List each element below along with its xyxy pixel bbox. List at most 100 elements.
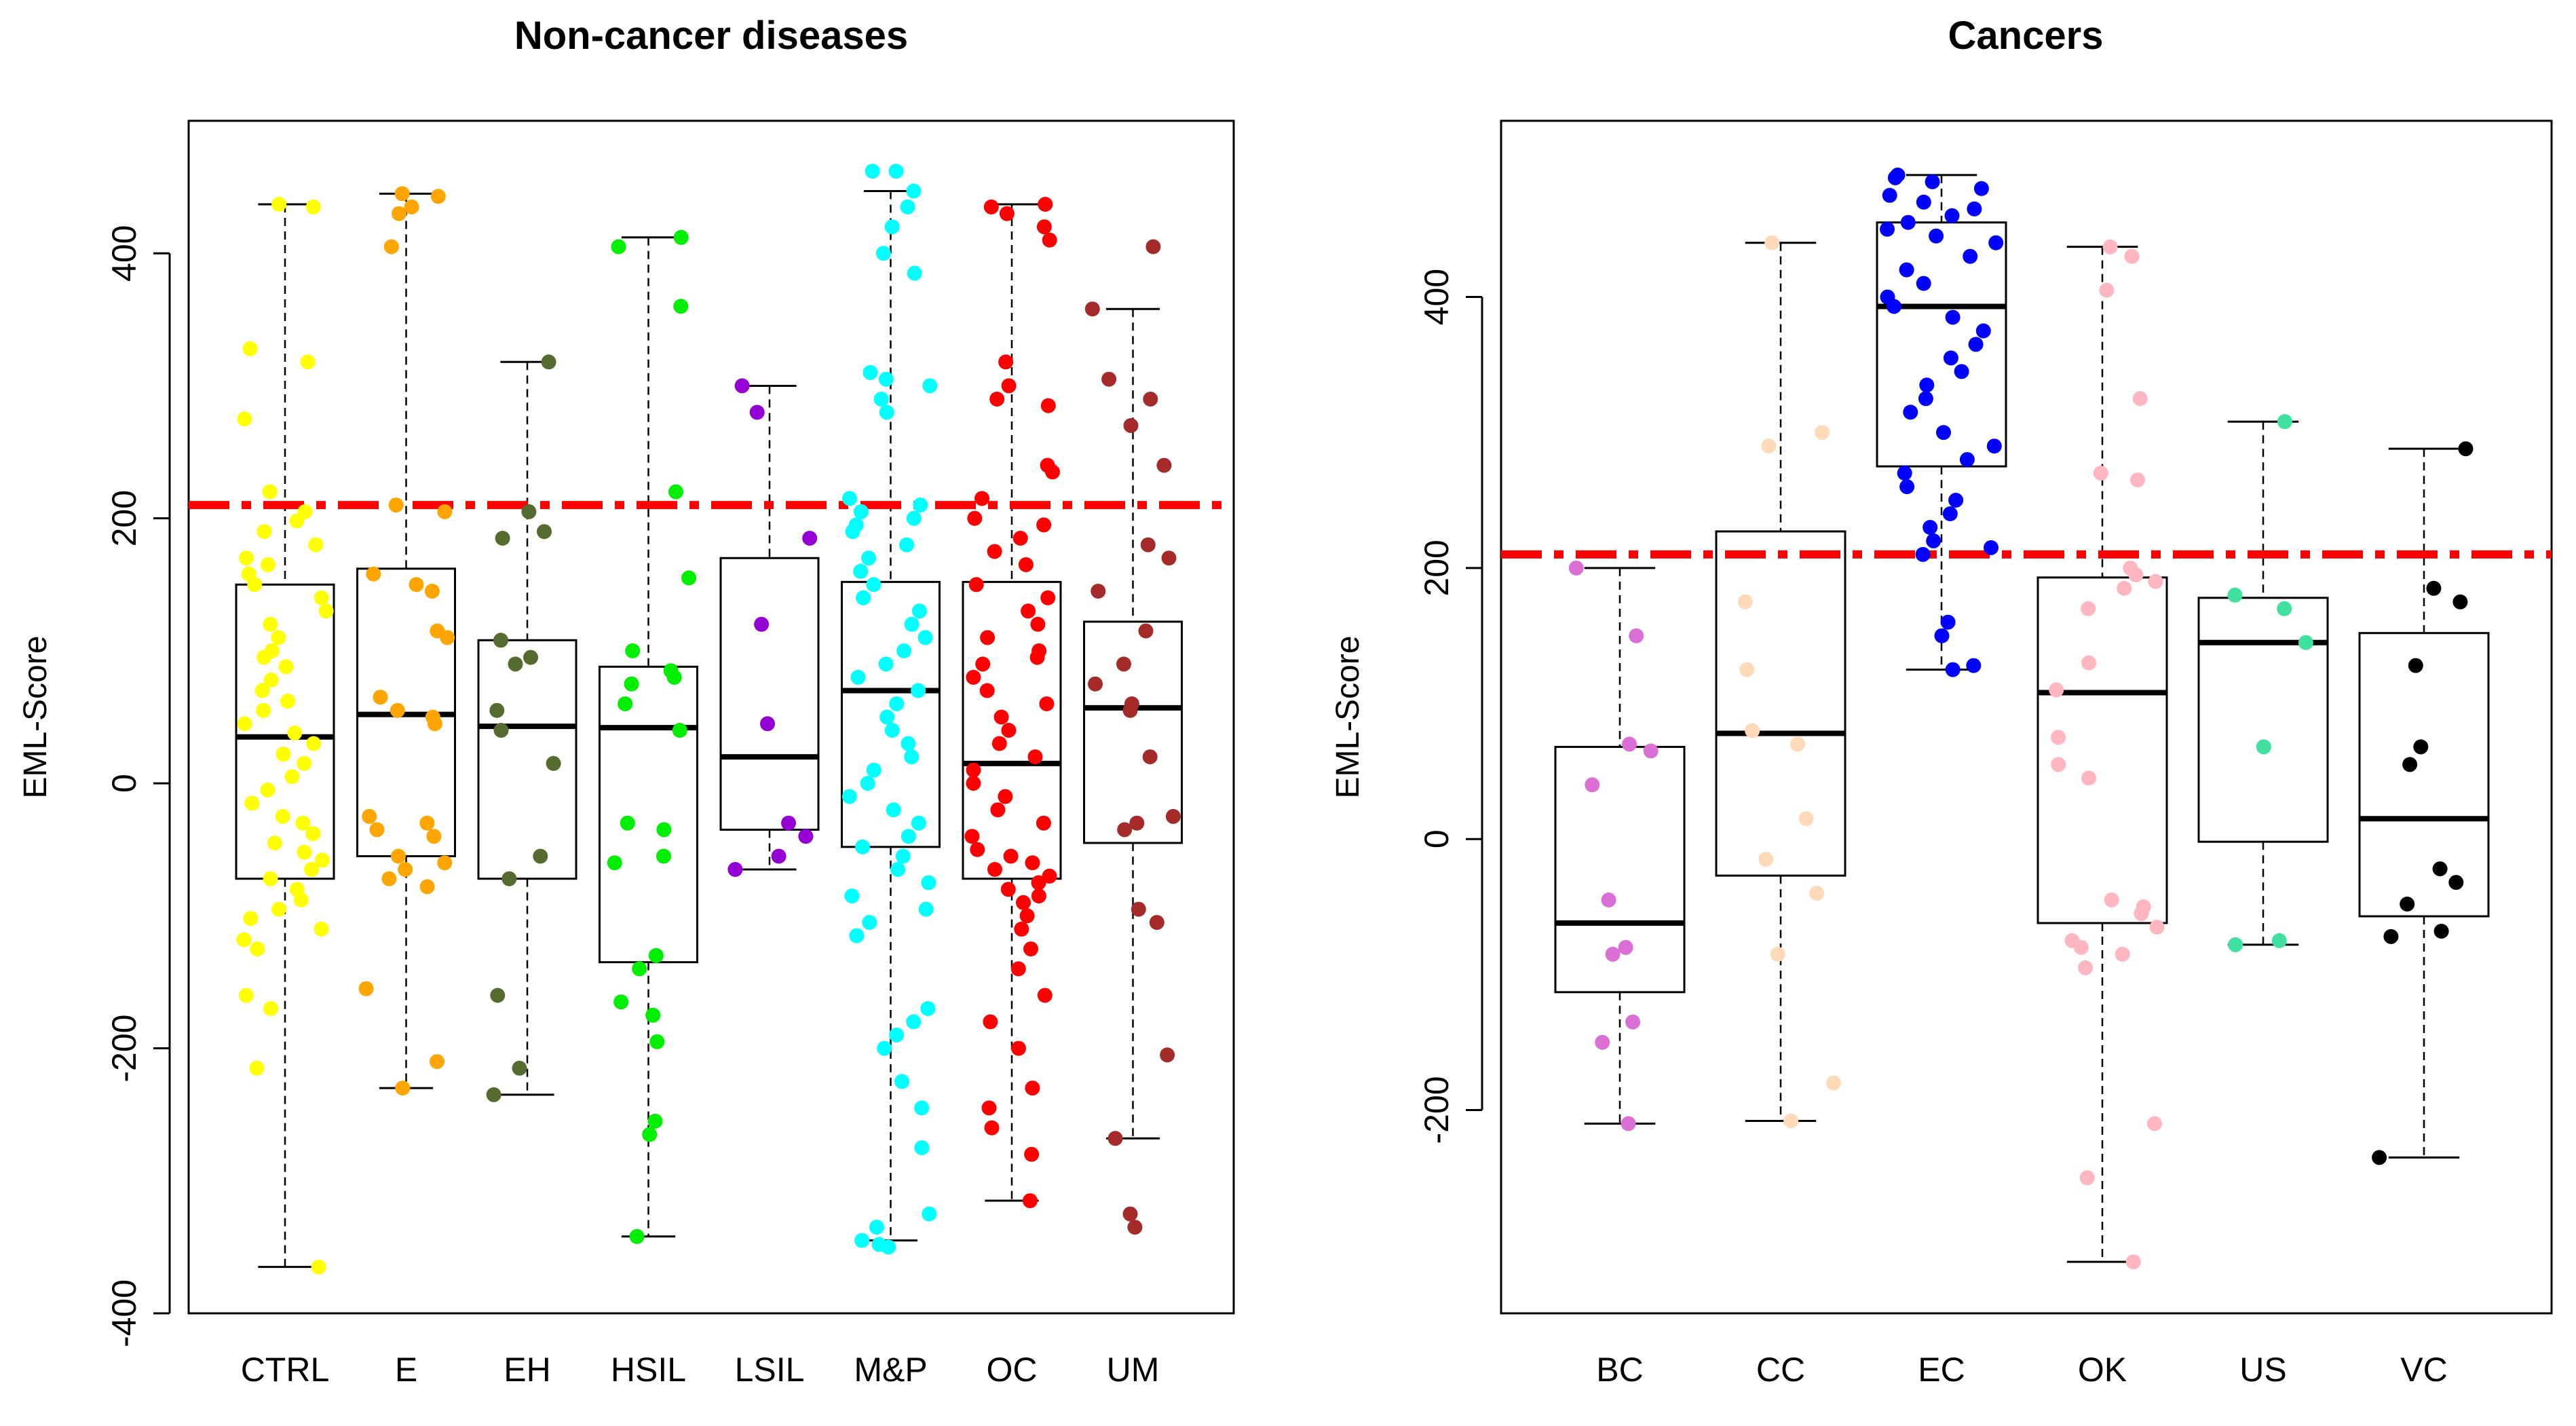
data-point [419,879,435,895]
data-point [854,1233,870,1248]
data-point [2413,739,2429,755]
data-point [1145,239,1161,255]
data-point [2081,601,2096,616]
data-point [297,844,312,860]
box-iqr [2197,597,2329,843]
data-point [260,782,276,798]
data-point [913,498,928,513]
data-point [998,789,1013,804]
data-point [1899,479,1915,495]
data-point [2134,906,2149,921]
x-tick-label: LSIL [735,1351,805,1389]
data-point [647,1113,663,1129]
data-point [1091,584,1106,599]
data-point [1745,723,1760,738]
data-point [1031,875,1046,890]
data-point [1988,235,2004,250]
data-point [287,725,303,740]
data-point [257,650,272,665]
data-point [280,694,296,709]
box-iqr [477,639,577,880]
data-point [2458,441,2474,457]
data-point [501,871,517,886]
data-point [649,1034,665,1049]
data-point [289,513,305,529]
data-point [1622,736,1637,752]
data-point [256,702,271,718]
data-point [1025,1081,1040,1096]
data-point [629,1228,645,1244]
data-point [987,862,1002,877]
data-point [1739,662,1755,677]
data-point [920,1001,936,1016]
data-point [263,672,279,688]
data-point [681,570,697,586]
data-point [1030,616,1046,632]
data-point [437,855,453,871]
data-point [1900,214,1916,230]
data-point [966,762,981,778]
data-point [2079,1170,2095,1186]
data-point [974,491,989,506]
data-point [866,762,882,778]
x-tick-label: E [395,1351,417,1389]
data-point [1019,908,1035,924]
data-point [437,504,453,519]
data-point [983,1014,998,1030]
data-point [305,199,321,214]
data-point [890,862,906,877]
data-point [1127,1220,1143,1235]
data-point [1629,628,1644,643]
data-point [1880,221,1895,237]
data-point [918,901,934,917]
data-point [1605,946,1621,962]
data-point [237,716,252,732]
data-point [907,265,922,281]
data-point [2132,391,2148,407]
data-point [1031,888,1046,904]
data-point [980,630,996,645]
data-point [295,815,311,831]
box-iqr [1554,745,1686,994]
data-point [879,405,894,420]
x-tick-label: VC [2400,1351,2447,1389]
data-point [2298,635,2313,650]
data-point [1621,1116,1636,1131]
data-point [311,1259,326,1275]
data-point [392,206,406,221]
data-point [881,1239,896,1255]
data-point [388,498,404,513]
data-point [1936,425,1951,440]
data-point [1024,1146,1040,1162]
data-point [1123,418,1139,433]
data-point [888,164,904,179]
data-point [419,815,435,831]
data-point [541,354,556,370]
y-tick-label: 200 [105,490,143,546]
data-point [263,1001,278,1016]
data-point [1037,988,1053,1003]
data-point [1160,1047,1175,1063]
data-point [850,669,866,685]
data-point [2448,875,2464,890]
data-point [1761,438,1777,454]
data-point [1129,815,1145,831]
plot-frame [187,119,1235,1315]
y-tick-label: -200 [1418,1076,1456,1144]
data-point [267,836,282,850]
data-point [533,848,548,864]
data-point [493,723,509,738]
data-point [860,776,875,791]
data-point [914,1140,930,1155]
data-point [1138,623,1154,639]
data-point [798,829,814,844]
data-point [878,656,894,672]
data-point [855,839,871,855]
data-point [2228,937,2243,952]
data-point [508,656,523,672]
data-point [844,888,860,904]
data-point [512,1060,527,1076]
data-point [1959,452,1975,468]
data-point [853,563,869,579]
